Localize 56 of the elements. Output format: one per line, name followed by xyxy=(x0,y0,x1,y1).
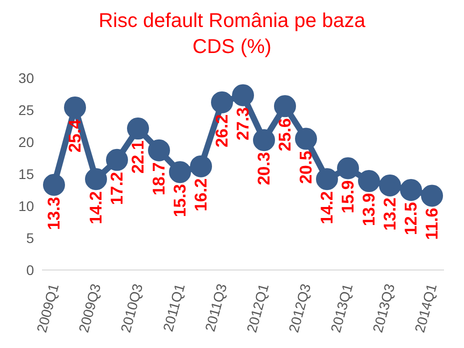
point xyxy=(169,161,191,184)
point xyxy=(148,139,170,162)
point xyxy=(400,179,422,201)
data-label: 15.3 xyxy=(170,184,190,218)
data-label: 14.2 xyxy=(318,191,336,224)
data-label: 17.2 xyxy=(108,172,126,206)
x-tick-label: 2012Q1 xyxy=(243,282,272,334)
data-label: 25.4 xyxy=(66,118,84,153)
data-label: 20.3 xyxy=(254,152,274,186)
point xyxy=(421,184,443,207)
data-label: 16.2 xyxy=(192,178,210,212)
data-label: 25.6 xyxy=(276,118,294,152)
point xyxy=(190,155,212,178)
data-label: 18.7 xyxy=(150,162,168,196)
point xyxy=(64,96,86,118)
x-tick-label: 2011Q1 xyxy=(160,282,188,334)
data-label: 20.5 xyxy=(296,150,316,184)
x-tick-label: 2012Q3 xyxy=(285,282,314,334)
y-tick-label: 5 xyxy=(26,230,34,246)
data-label: 13.9 xyxy=(360,193,378,226)
x-tick-label: 2013Q1 xyxy=(327,282,356,334)
data-label: 13.2 xyxy=(380,198,400,231)
y-tick-label: 30 xyxy=(18,70,34,86)
x-tick-label: 2009Q1 xyxy=(33,282,62,334)
data-label: 15.9 xyxy=(338,180,358,214)
x-tick-label: 2009Q3 xyxy=(75,282,104,334)
x-tick-label: 2014Q1 xyxy=(411,282,440,334)
point xyxy=(253,129,275,152)
x-tick-label: 2013Q3 xyxy=(369,282,398,334)
point xyxy=(316,168,338,190)
point xyxy=(106,148,128,171)
point xyxy=(43,174,65,196)
y-tick-label: 15 xyxy=(18,166,34,182)
y-tick-label: 20 xyxy=(18,134,34,150)
x-tick-label: 2011Q3 xyxy=(202,282,230,334)
point xyxy=(232,84,254,106)
data-label: 27.3 xyxy=(234,107,252,140)
y-tick-label: 0 xyxy=(26,262,34,278)
x-tick-label: 2010Q3 xyxy=(117,282,146,334)
y-tick-label: 25 xyxy=(18,102,34,118)
point xyxy=(211,91,233,114)
point xyxy=(295,128,317,150)
data-label: 22.1 xyxy=(128,140,148,174)
point xyxy=(274,95,296,118)
point xyxy=(127,118,149,140)
point xyxy=(85,168,107,190)
point xyxy=(337,157,359,180)
point xyxy=(379,174,401,197)
data-label: 11.6 xyxy=(422,208,442,240)
y-tick-label: 10 xyxy=(18,198,34,214)
data-label: 14.2 xyxy=(86,191,106,224)
point xyxy=(358,170,380,192)
data-label: 12.5 xyxy=(402,202,420,236)
data-label: 13.3 xyxy=(44,196,64,230)
chart-title: Risc default România pe baza CDS (%) xyxy=(98,9,366,60)
data-label: 26.2 xyxy=(212,114,232,148)
